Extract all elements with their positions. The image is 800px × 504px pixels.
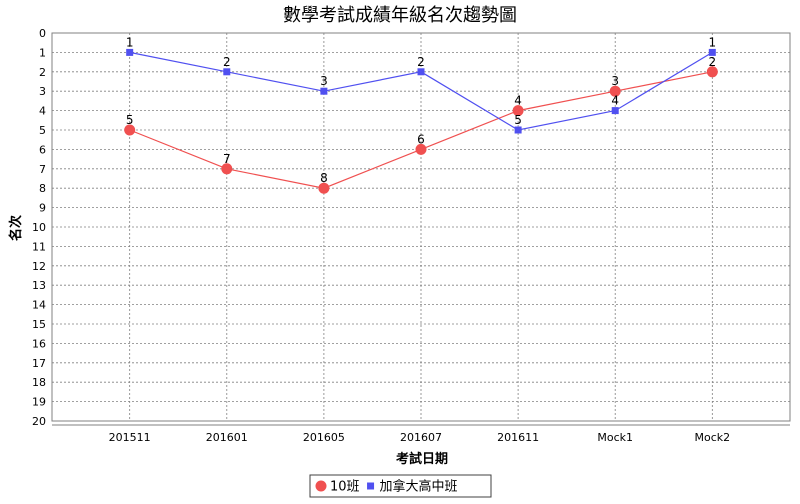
data-label: 2 (708, 55, 716, 69)
x-tick-label: 201511 (109, 431, 151, 444)
x-tick-label: 201601 (206, 431, 248, 444)
data-label: 3 (320, 74, 328, 88)
data-label: 8 (320, 171, 328, 185)
data-point (415, 143, 427, 155)
legend-item: 加拿大高中班 (367, 479, 458, 495)
x-tick-label: Mock2 (694, 431, 730, 444)
legend-label: 加拿大高中班 (380, 479, 458, 495)
data-label: 7 (223, 152, 231, 166)
data-label: 3 (611, 74, 619, 88)
data-label: 5 (514, 113, 522, 127)
data-point (512, 105, 524, 117)
data-point (611, 107, 619, 115)
data-point (223, 68, 231, 76)
y-tick-label: 9 (39, 202, 46, 215)
data-point (514, 126, 522, 134)
y-tick-label: 20 (32, 415, 46, 428)
legend-item: 10班 (315, 480, 360, 495)
y-tick-label: 8 (39, 182, 46, 195)
x-axis-label: 考試日期 (396, 451, 448, 467)
y-tick-label: 16 (32, 337, 46, 350)
chart-title: 數學考試成績年級名次趨勢圖 (283, 5, 517, 26)
data-point (708, 48, 716, 56)
y-tick-label: 14 (32, 299, 46, 312)
data-point (124, 124, 136, 136)
legend-label: 10班 (330, 480, 360, 495)
data-label: 6 (417, 132, 425, 146)
data-point (221, 163, 233, 175)
x-tick-label: 201607 (400, 431, 442, 444)
data-point (417, 68, 425, 76)
data-point (320, 87, 328, 95)
y-tick-label: 5 (39, 124, 46, 137)
x-tick-label: 201611 (497, 431, 539, 444)
y-tick-label: 12 (32, 260, 46, 273)
y-axis-label: 名次 (8, 215, 24, 241)
data-label: 5 (126, 113, 134, 127)
data-label: 1 (708, 35, 716, 49)
data-point (706, 66, 718, 78)
series-0: 5 7 8 6 4 3 2 (124, 55, 718, 194)
y-tick-label: 7 (39, 163, 46, 176)
x-axis: 201511 201601 201605 201607 201611 Mock1 Mock2 (52, 424, 790, 444)
y-tick-label: 11 (32, 240, 46, 253)
data-point (318, 182, 330, 194)
legend-box (309, 474, 492, 498)
data-label: 2 (223, 55, 231, 69)
y-tick-label: 18 (32, 376, 46, 389)
y-tick-label: 17 (32, 357, 46, 370)
data-label: 4 (611, 94, 619, 108)
data-label: 1 (126, 35, 134, 49)
y-tick-label: 15 (32, 318, 46, 331)
y-tick-label: 0 (39, 27, 46, 40)
y-tick-label: 13 (32, 279, 46, 292)
y-tick-label: 2 (39, 66, 46, 79)
y-tick-label: 1 (39, 46, 46, 59)
y-tick-label: 19 (32, 396, 46, 409)
data-label: 2 (417, 55, 425, 69)
series-1: 1 2 3 2 5 4 1 (126, 35, 716, 134)
y-tick-label: 10 (32, 221, 46, 234)
series-layer: 5 7 8 6 4 3 2 1 2 3 2 5 4 1 (124, 35, 718, 194)
legend-marker (315, 480, 327, 492)
data-point (609, 85, 621, 97)
x-tick-label: Mock1 (597, 431, 633, 444)
x-tick-label: 201605 (303, 431, 345, 444)
y-tick-label: 4 (39, 105, 46, 118)
legend: 10班 加拿大高中班 (309, 474, 492, 498)
data-point (126, 48, 134, 56)
y-tick-label: 3 (39, 85, 46, 98)
y-tick-label: 6 (39, 143, 46, 156)
data-label: 4 (514, 94, 522, 108)
legend-marker (367, 482, 375, 490)
